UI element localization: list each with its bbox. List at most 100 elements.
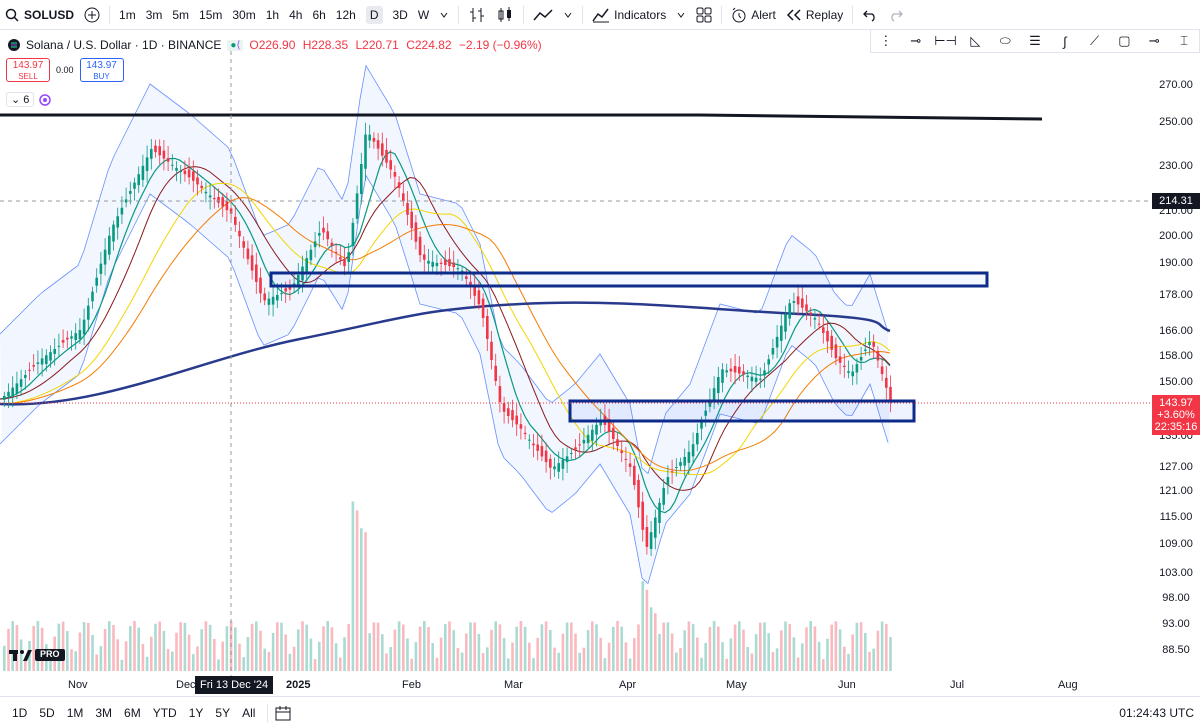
range-ytd[interactable]: YTD: [152, 705, 177, 720]
volume-bar: [200, 629, 203, 671]
timeframe-w[interactable]: W: [417, 7, 430, 22]
candle-body: [532, 443, 535, 446]
trend-line-tool-icon[interactable]: ⟋: [1090, 33, 1100, 48]
candle-body: [570, 453, 573, 454]
bollinger-band-fill: [0, 65, 890, 589]
chart-type-dropdown[interactable]: [558, 0, 578, 29]
timeframe-1h[interactable]: 1h: [265, 7, 280, 22]
price-label: 158.00: [1159, 350, 1193, 362]
time-label: Aug: [1058, 679, 1078, 691]
candle-body: [540, 446, 544, 457]
time-axis[interactable]: Nov Dec 2025 Feb Mar Apr May Jun Jul Aug…: [0, 676, 1152, 696]
timeframe-6h[interactable]: 6h: [312, 7, 326, 22]
drag-handle-icon[interactable]: ⋮: [879, 33, 893, 48]
price-scale[interactable]: 270.00 250.00 230.00 210.00 200.00 190.0…: [1152, 53, 1200, 693]
volume-bar: [754, 634, 758, 671]
timeframe-3d[interactable]: 3D: [392, 7, 408, 22]
crosshair-date-badge: Fri 13 Dec '24: [195, 676, 274, 694]
volume-bar: [145, 656, 149, 671]
line-style-button[interactable]: [528, 0, 558, 29]
candle-body: [696, 433, 699, 445]
indicators-collapse[interactable]: ⌄ 6: [6, 92, 35, 107]
volume-bar: [133, 621, 136, 671]
horizontal-line-tool-icon[interactable]: ⊸: [910, 33, 922, 48]
timeframe-dropdown[interactable]: [434, 0, 454, 29]
timeframe-30m[interactable]: 30m: [232, 7, 256, 22]
candle-body: [725, 370, 728, 373]
volume-bar: [154, 623, 157, 671]
candle-body: [561, 459, 565, 469]
refresh-icon[interactable]: [38, 93, 52, 107]
tradingview-logo[interactable]: PRO: [9, 648, 67, 665]
compare-symbol-button[interactable]: [79, 0, 105, 29]
indicators-button[interactable]: Indicators: [587, 0, 671, 29]
candle-body: [145, 157, 149, 171]
utc-clock[interactable]: 01:24:43 UTC: [1119, 706, 1194, 720]
volume-bar: [670, 633, 674, 671]
volume-bar: [376, 622, 380, 671]
layouts-button[interactable]: [691, 0, 717, 29]
timeframe-3m[interactable]: 3m: [145, 7, 163, 22]
candle-body: [822, 327, 825, 333]
volume-bar: [473, 622, 476, 671]
price-chart[interactable]: [0, 29, 1152, 676]
volume-bar: [124, 641, 128, 671]
rectangle-tool-icon[interactable]: ▢: [1118, 33, 1131, 48]
range-6m[interactable]: 6M: [124, 705, 141, 720]
candle-body: [683, 456, 686, 466]
grid-icon: [696, 7, 712, 22]
candle-body: [175, 167, 178, 171]
timeframe-5m[interactable]: 5m: [172, 7, 190, 22]
triangle-tool-icon[interactable]: ◺: [970, 33, 981, 48]
volume-bar: [565, 622, 569, 671]
buy-button[interactable]: 143.97 BUY: [79, 58, 124, 82]
range-3m[interactable]: 3M: [95, 705, 113, 720]
timeframe-15m[interactable]: 15m: [199, 7, 223, 22]
volume-bar: [570, 622, 573, 671]
market-status-icon[interactable]: ●⟨: [227, 39, 244, 51]
alert-button[interactable]: Alert: [726, 0, 781, 29]
volume-bar: [662, 622, 665, 671]
candles-style-button[interactable]: [491, 0, 519, 29]
replay-button[interactable]: Replay: [781, 0, 848, 29]
timeframe-12h[interactable]: 12h: [335, 7, 356, 22]
timeframe-d[interactable]: D: [365, 5, 383, 24]
indicators-toggle[interactable]: ⌄ 6: [6, 92, 52, 107]
text-note-tool-icon[interactable]: ☰: [1029, 33, 1041, 48]
range-1d[interactable]: 1D: [12, 705, 28, 720]
candle-body: [263, 293, 266, 301]
symbol-search[interactable]: SOLUSD: [0, 0, 79, 29]
calendar-goto-icon[interactable]: [274, 704, 292, 722]
sell-button[interactable]: 143.97 SELL: [6, 58, 50, 82]
drawing-toolbar: ⋮ ⊸ ⊢⊣ ◺ ⬭ ☰ ∫ ⟋ ▢ ⊸ ⌶: [870, 29, 1200, 53]
curve-tool-icon[interactable]: ∫: [1063, 33, 1067, 49]
candle-body: [267, 298, 271, 305]
undo-button[interactable]: [857, 0, 883, 29]
candle-body: [792, 301, 796, 303]
date-range-tool-icon[interactable]: ⊢⊣: [934, 33, 957, 48]
candle-body: [771, 348, 775, 355]
line-tool-icon[interactable]: ⊸: [1148, 33, 1160, 48]
volume-bar: [263, 648, 266, 671]
timeframe-4h[interactable]: 4h: [289, 7, 303, 22]
price-label: 115.00: [1159, 511, 1193, 523]
range-5d[interactable]: 5D: [39, 705, 55, 720]
candle-body: [372, 137, 376, 142]
indicators-label: Indicators: [614, 7, 667, 22]
candle-body: [876, 351, 880, 361]
indicators-dropdown[interactable]: [671, 0, 691, 29]
legend-close: C224.82: [406, 38, 452, 52]
volume-bar: [469, 622, 472, 671]
bar-style-button[interactable]: [463, 0, 491, 29]
candle-body: [187, 169, 191, 178]
range-1m[interactable]: 1M: [66, 705, 84, 720]
volume-bar: [292, 646, 296, 671]
redo-button[interactable]: [883, 0, 909, 29]
range-5y[interactable]: 5Y: [215, 705, 231, 720]
candle-body: [607, 419, 611, 432]
range-1y[interactable]: 1Y: [188, 705, 204, 720]
timeframe-1m[interactable]: 1m: [119, 7, 136, 22]
range-all[interactable]: All: [242, 705, 256, 720]
ellipse-tool-icon[interactable]: ⬭: [999, 33, 1011, 48]
vertical-line-tool-icon[interactable]: ⌶: [1180, 33, 1188, 48]
